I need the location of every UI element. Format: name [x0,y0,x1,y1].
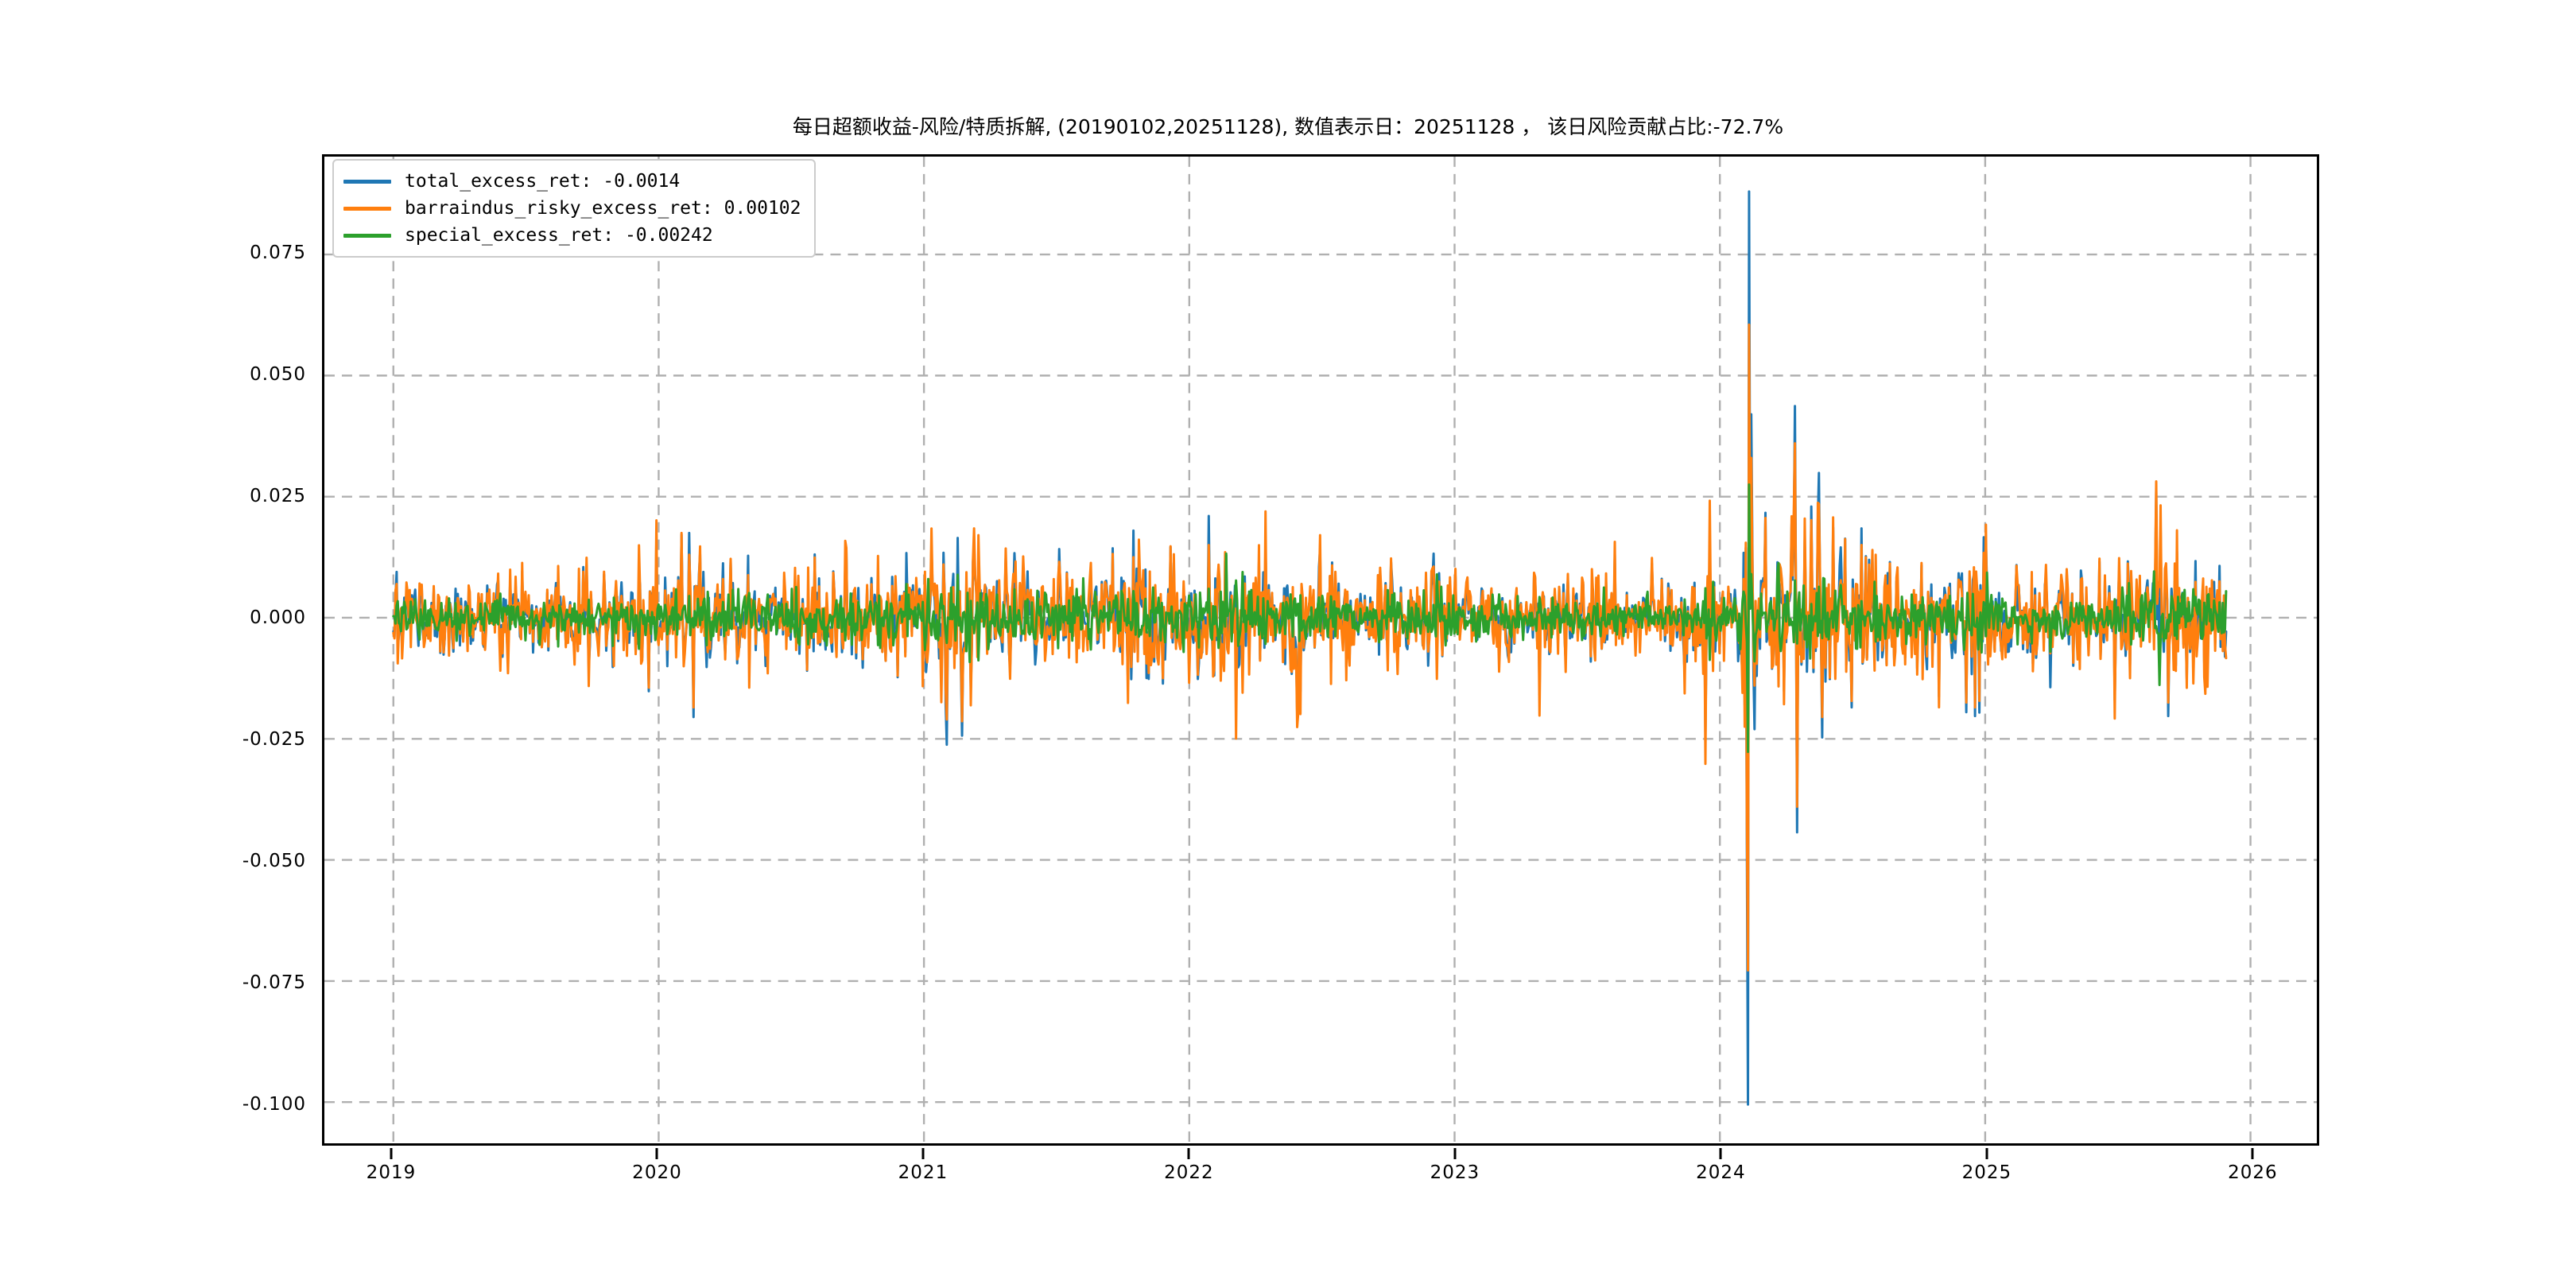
page-title: 每日超额收益-风险/特质拆解, (20190102,20251128), 数值表… [792,115,1784,138]
y-axis-tick-label: 0.025 [250,485,306,506]
legend-item: special_excess_ret: -0.00242 [343,222,801,249]
x-axis-tick-marks [322,1148,2319,1164]
legend-item-label: special_excess_ret: -0.00242 [405,225,713,246]
y-axis-tick-label: -0.075 [242,972,306,993]
y-axis-tick-label: 0.050 [250,363,306,385]
x-axis-tick-mark [1985,1148,1988,1159]
x-axis-tick-label: 2025 [1961,1162,2012,1183]
x-axis-tick-label: 2024 [1696,1162,1746,1183]
x-axis-tick-mark [1719,1148,1722,1159]
grid-lines [324,157,2317,1143]
chart-legend: total_excess_ret: -0.0014 barraindus_risk… [332,159,816,258]
x-axis-tick-mark [1187,1148,1190,1159]
x-axis-tick-mark [2251,1148,2254,1159]
x-axis-tick-label: 2026 [2228,1162,2278,1183]
legend-color-swatch [343,179,391,184]
y-axis-tick-label: 0.075 [250,242,306,263]
legend-color-swatch [343,206,391,211]
y-axis-tick-label: -0.100 [242,1093,306,1115]
y-axis-tick-label: 0.000 [250,607,306,628]
x-axis-tick-mark [921,1148,925,1159]
x-axis-tick-label: 2023 [1430,1162,1480,1183]
legend-item-label: total_excess_ret: -0.0014 [405,171,681,192]
y-axis-tick-label: -0.050 [242,850,306,871]
legend-item: barraindus_risky_excess_ret: 0.00102 [343,195,801,222]
series-canvas [324,157,2317,1143]
x-axis-tick-mark [655,1148,658,1159]
legend-item-label: barraindus_risky_excess_ret: 0.00102 [405,198,801,219]
x-axis-tick-label: 2021 [898,1162,949,1183]
legend-color-swatch [343,233,391,238]
x-axis-tick-mark [390,1148,393,1159]
y-axis-tick-labels: 0.075 0.050 0.025 0.000 -0.025 -0.050 -0.075 -0… [143,154,306,1146]
x-axis-tick-mark [1453,1148,1457,1159]
x-axis-tick-label: 2019 [366,1162,417,1183]
legend-item: total_excess_ret: -0.0014 [343,168,801,195]
x-axis-tick-labels: 2019 2020 2021 2022 2023 2024 2025 2026 [322,1162,2319,1194]
x-axis-tick-label: 2022 [1164,1162,1214,1183]
y-axis-tick-label: -0.025 [242,728,306,750]
series-line-special_excess_ret [392,483,2228,754]
y-axis-tick-marks [306,154,333,1146]
plot-area [322,154,2319,1146]
x-axis-tick-label: 2020 [632,1162,682,1183]
